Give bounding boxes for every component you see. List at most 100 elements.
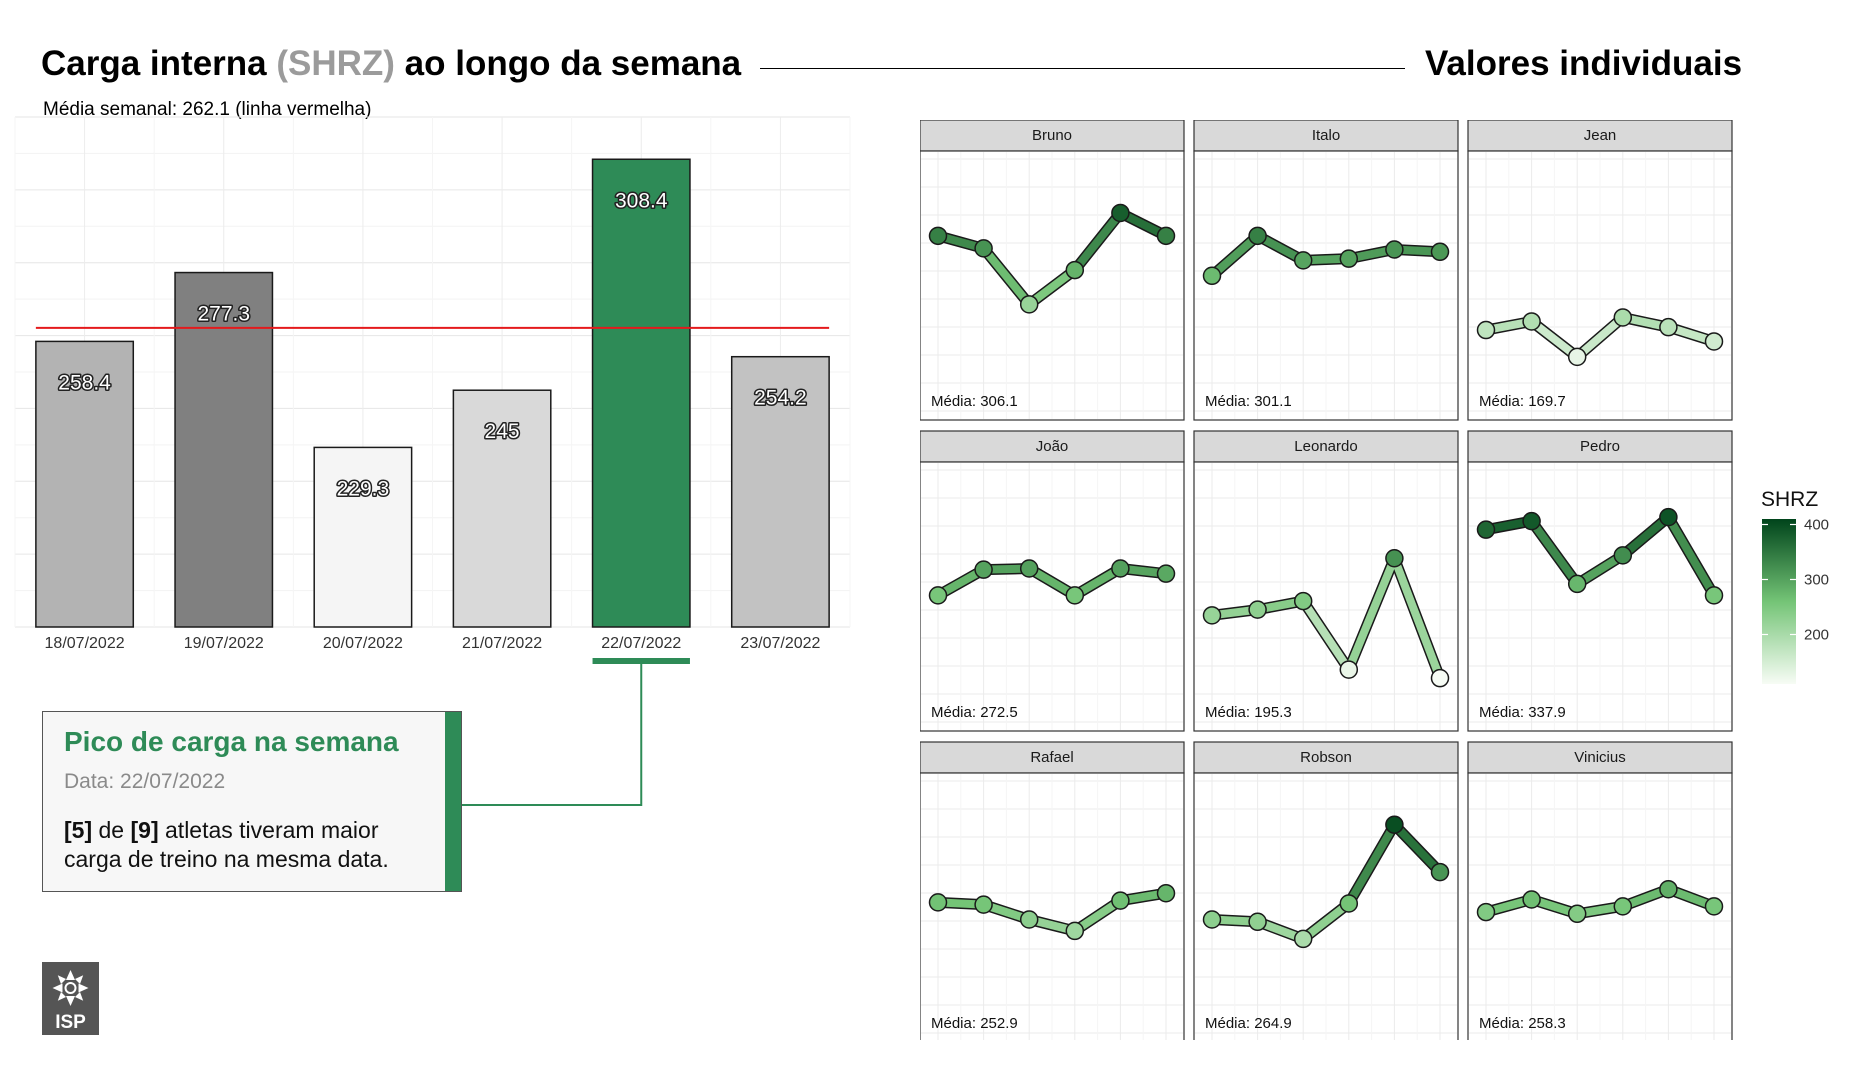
callout-date: Data: 22/07/2022 [64,770,226,793]
x-tick-label: 23/07/2022 [740,635,820,652]
facet-mean-label: Média: 195.3 [1205,704,1292,721]
facet-mean-label: Média: 252.9 [931,1015,1018,1032]
callout-text-end: atletas tiveram maior carga de treino na… [64,817,389,872]
bar [591,158,691,628]
series-point [1476,520,1496,539]
facet-strip [1193,430,1459,463]
series-point [1065,586,1085,605]
facet-panel: Pedro Média: 337.9 [1467,430,1733,732]
bar-chart: 258.4 277.3 229.3 245 308.4 254.2 18/07/2022 19… [14,116,851,806]
title-divider [760,68,1405,69]
callout-accent-bar [445,712,461,891]
x-tick-label: 18/07/2022 [45,635,125,652]
series-segment [1299,899,1353,943]
series-point [1248,600,1267,619]
series-segment [1344,820,1399,908]
facet-title: Valores individuais [1425,44,1743,83]
facet-mean-label: Média: 337.9 [1479,704,1566,721]
highlight-underline [592,658,690,664]
series-segment [1527,317,1582,361]
series-point [974,560,993,579]
series-point [1065,921,1085,941]
series-point [1293,251,1313,270]
series-segment [1025,266,1079,309]
chart-subtitle: Média semanal: 262.1 (linha vermelha) [43,99,372,120]
series-point [1248,226,1267,246]
title-rest: ao longo da semana [394,44,742,83]
series-point [1613,308,1633,327]
facet-strip-label: Vinicius [1574,749,1625,766]
series-point [1019,295,1039,314]
series-segment [1573,313,1627,361]
series-point [1019,910,1039,929]
facet-strip [920,741,1185,774]
facet-panel: Bruno Média: 306.1 [920,120,1185,421]
legend-title: SHRZ [1761,488,1818,511]
series-point [1065,260,1085,280]
logo-text: ISP [55,1012,86,1033]
facet-panel: João Média: 272.5 [920,430,1185,732]
peak-callout: Pico de carga na semana Data: 22/07/2022… [42,711,462,892]
bar-value-label: 308.4 [615,189,668,212]
series-point [974,239,993,258]
series-segment [1390,820,1444,877]
callout-connector [462,664,643,806]
x-tick-label: 19/07/2022 [184,635,264,652]
series-point [1704,897,1724,916]
facet-strip [920,430,1185,463]
callout-count-a: [5] [64,817,93,843]
series-point [1202,266,1222,286]
bar-value-label: 277.3 [197,303,250,326]
series-point [1111,203,1130,223]
facet-strip-label: Bruno [1032,127,1072,144]
facet-strip-label: Jean [1584,127,1617,144]
legend-colorbar [1762,519,1796,684]
series-point [974,895,993,914]
series-point [1476,320,1496,340]
facet-strip-label: Leonardo [1294,438,1357,455]
callout-count-b: [9] [130,817,159,843]
facet-strip-label: Pedro [1580,438,1620,455]
facet-mean-label: Média: 301.1 [1205,393,1292,410]
facet-mean-label: Média: 272.5 [931,704,1018,721]
series-segment [1070,208,1125,275]
facet-mean-label: Média: 306.1 [931,393,1018,410]
series-point [1522,890,1541,909]
facet-panel: Leonardo Média: 195.3 [1193,430,1459,732]
facet-mean-label: Média: 264.9 [1205,1015,1292,1032]
series-point [928,586,948,605]
series-point [1111,891,1130,910]
facet-panel: Rafael Média: 252.9 [920,741,1185,1040]
series-point [1704,586,1724,605]
facet-strip-label: Robson [1300,749,1352,766]
x-tick-label: 22/07/2022 [601,635,681,652]
series-segment [1344,554,1399,674]
bar [313,446,413,628]
facet-strip [1193,741,1459,774]
series-point [1659,879,1678,899]
bar-value-label: 245 [485,420,520,443]
legend-tick-label: 200 [1804,627,1829,644]
facet-mean-label: Média: 169.7 [1479,393,1566,410]
legend-tick-label: 400 [1804,517,1829,534]
series-point [1293,929,1313,949]
series-point [1111,559,1130,578]
series-point [1385,548,1404,568]
chart-title: Carga interna (SHRZ) ao longo da semana [41,44,741,84]
x-tick-label: 20/07/2022 [323,635,403,652]
isp-logo: ISP [42,962,99,1035]
series-point [928,893,948,912]
facet-strip-label: Italo [1312,127,1340,144]
callout-body: [5] de [9] atletas tiveram maior carga d… [64,816,424,874]
series-point [1659,317,1678,337]
facet-strip-label: Rafael [1030,749,1073,766]
facet-mean-label: Média: 258.3 [1479,1015,1566,1032]
series-point [1430,668,1450,688]
series-point [1156,226,1176,246]
series-segment [1664,513,1718,600]
color-legend: SHRZ 200 300 400 [1761,488,1829,684]
series-point [928,226,948,246]
series-point [1659,507,1678,527]
callout-title: Pico de carga na semana [64,726,399,757]
bar-value-label: 254.2 [754,387,807,410]
